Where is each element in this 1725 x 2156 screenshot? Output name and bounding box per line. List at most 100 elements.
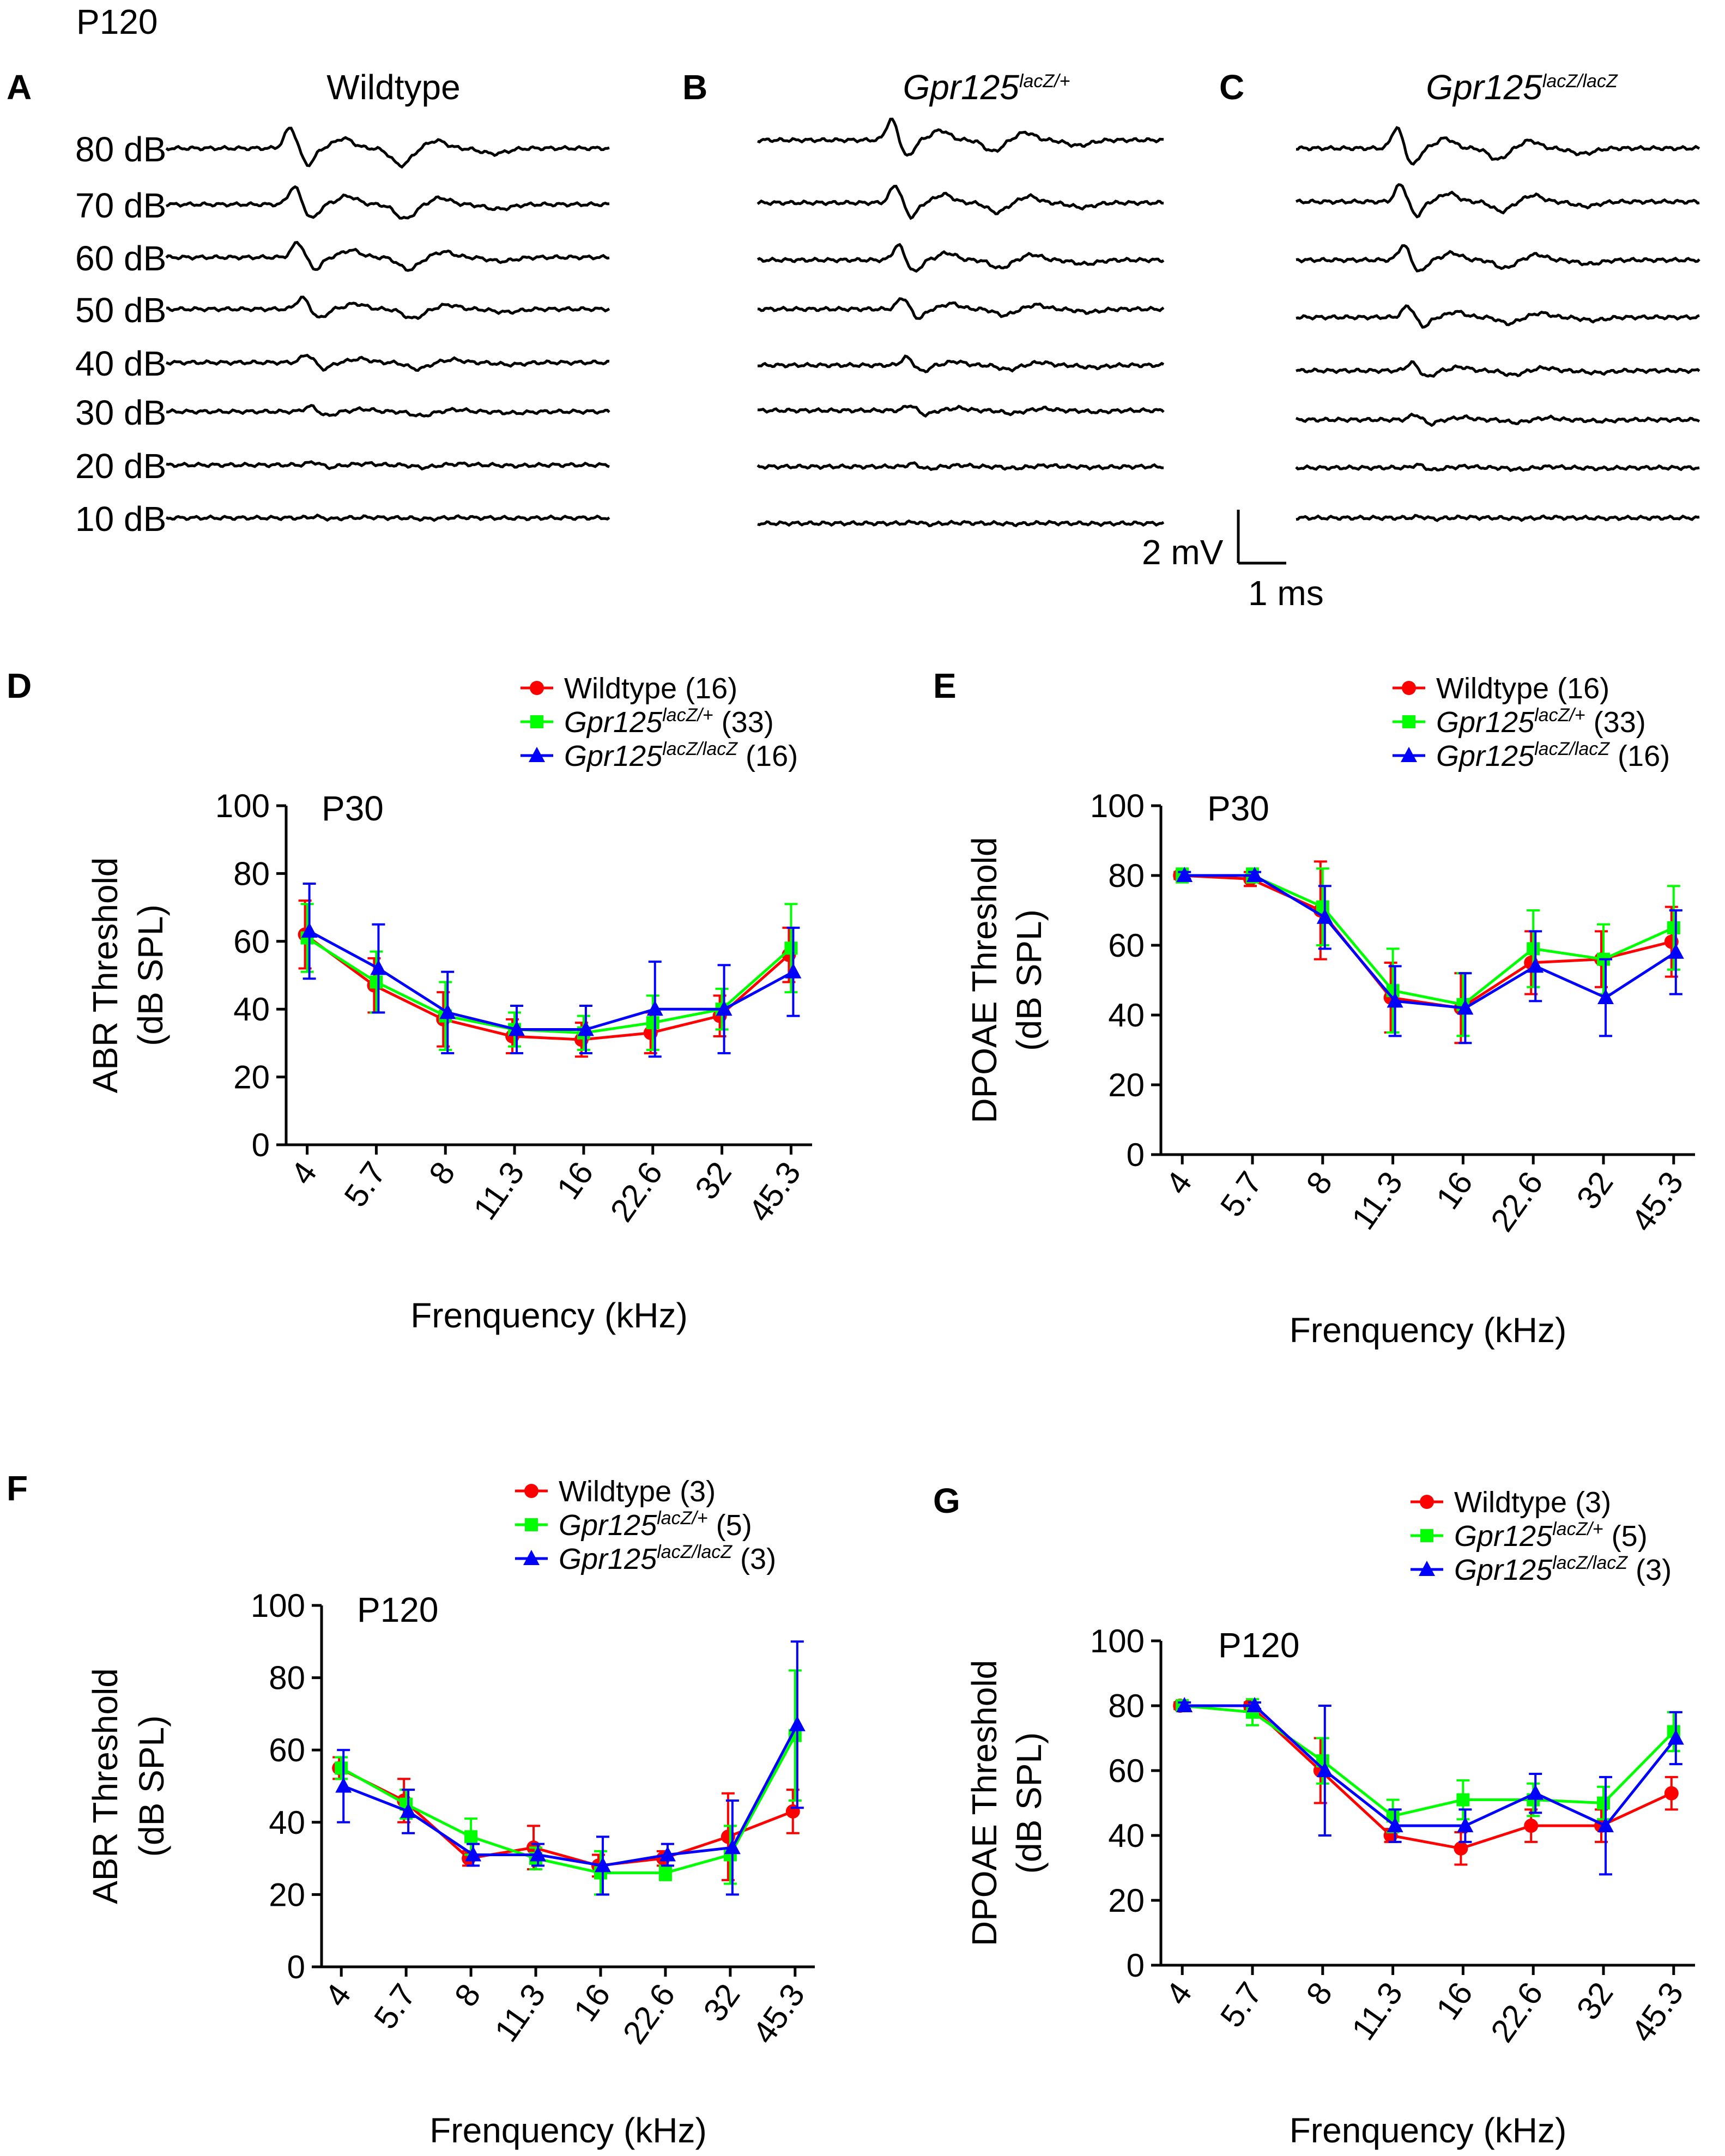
legend-label: Gpr125lacZ/lacZ (16) [1436,739,1670,772]
data-point [1457,999,1474,1015]
legend-marker [524,1484,538,1498]
data-point [370,975,383,989]
x-tick-label: 16 [1429,1165,1480,1216]
legend: Wildtype (3)Gpr125lacZ/+ (5)Gpr125lacZ/l… [515,1475,776,1575]
y-tick-label: 80 [1108,1688,1145,1724]
x-tick-label: 32 [696,1977,747,2028]
scale-bar: 2 mV 1 ms [1142,510,1324,613]
scale-bar-voltage: 2 mV [1142,533,1224,572]
legend: Wildtype (16)Gpr125lacZ/+ (33)Gpr125lacZ… [520,672,798,772]
abr-trace [1296,360,1700,378]
abr-traces: 80 dB 70 dB 60 dB 50 dB 40 dB 30 dB 20 dB 10 dB… [7,68,1700,539]
data-point [1246,867,1263,882]
x-tick-label: 45.3 [1624,1976,1691,2049]
y-tick-label: 80 [269,1660,305,1696]
x-tick-label: 4 [1159,1976,1199,2012]
data-point [1597,989,1614,1004]
series-1 [1176,1698,1680,1834]
data-point [1457,1817,1474,1833]
legend-label: Gpr125lacZ/lacZ (16) [564,739,798,772]
y-axis-label-unit: (dB SPL) [1009,909,1049,1051]
abr-trace [757,404,1165,418]
abr-trace [1296,244,1700,273]
data-point [530,1846,547,1862]
y-axis-label: DPOAE Threshold [965,837,1004,1123]
panel-letter: A [7,68,32,107]
data-point [1667,921,1680,934]
abr-trace [757,297,1165,320]
panel-letter: F [7,1469,28,1508]
legend-marker [1402,715,1415,728]
data-point [724,1839,741,1855]
level-label: 60 dB [75,239,166,278]
legend-marker [530,715,543,728]
y-tick-label: 40 [1108,997,1145,1034]
legend-label: Gpr125lacZ/+ (5) [1454,1519,1648,1553]
level-label: 80 dB [75,130,166,169]
series-1 [1176,867,1680,1037]
abr-trace [757,354,1165,373]
series-line [306,937,792,1035]
panel-letter: B [682,68,707,107]
y-tick-label: 20 [233,1059,270,1096]
series-line [338,1767,794,1867]
legend-marker [1420,1495,1434,1509]
abr-trace [1295,183,1700,219]
abr-trace [166,185,610,220]
series-line [1182,1704,1675,1818]
data-point [1454,1841,1468,1856]
y-tick-label: 40 [233,991,270,1028]
y-tick-label: 60 [233,923,270,960]
abr-trace [166,513,610,522]
x-tick-label: 11.3 [487,1977,552,2048]
y-tick-label: 80 [1108,857,1145,894]
series-line [343,1724,799,1867]
x-tick-label: 5.7 [1213,1165,1269,1223]
legend-label: Wildtype (3) [559,1475,716,1508]
level-label: 20 dB [75,446,166,486]
x-tick-label: 5.7 [1213,1976,1269,2034]
chart-G: G 0 20 40 60 80 100 4 5.7 8 11.3 16 22.6 32 45.3 P120 DP… [933,1481,1695,2150]
level-label: 10 dB [75,499,166,539]
x-tick-label: 45.3 [746,1977,812,2050]
data-point [1456,1793,1470,1807]
x-tick-label: 32 [688,1155,739,1206]
x-tick-label: 8 [422,1155,462,1191]
series-2 [335,1640,806,1896]
data-point [439,1004,456,1019]
data-point [1667,1729,1684,1745]
abr-trace [165,126,610,169]
data-point [594,1857,611,1873]
x-tick-label: 11.3 [466,1155,531,1226]
data-point [301,922,318,938]
series-2 [301,883,802,1058]
x-tick-label: 4 [1159,1165,1199,1201]
x-axis-label: Frenquency (kHz) [1290,1310,1567,1350]
series-line [304,933,790,1041]
x-tick-label: 11.3 [1345,1976,1409,2046]
x-tick-label: 22.6 [616,1977,682,2050]
x-tick-label: 22.6 [1484,1976,1550,2049]
y-tick-label: 20 [1108,1882,1145,1919]
y-tick-label: 100 [1090,1623,1145,1659]
trace-panel-title: Gpr125lacZ/lacZ [1426,68,1618,107]
legend-label: Gpr125lacZ/lacZ (3) [559,1542,776,1575]
scale-bar-time: 1 ms [1248,573,1324,613]
level-label: 50 dB [75,291,166,330]
stage-label: P120 [1218,1626,1299,1665]
panel-letter: G [933,1481,960,1520]
data-point [1316,908,1333,924]
data-point [1527,1784,1544,1800]
level-label: 40 dB [75,344,166,383]
y-axis-label: ABR Threshold [86,1668,125,1904]
y-tick-label: 60 [1108,1753,1145,1789]
data-point [1316,1762,1333,1777]
legend-marker [525,1518,538,1531]
legend-marker [523,1550,540,1565]
y-tick-label: 0 [1127,1947,1145,1984]
y-tick-label: 20 [1108,1067,1145,1103]
legend-label: Wildtype (16) [564,672,737,705]
